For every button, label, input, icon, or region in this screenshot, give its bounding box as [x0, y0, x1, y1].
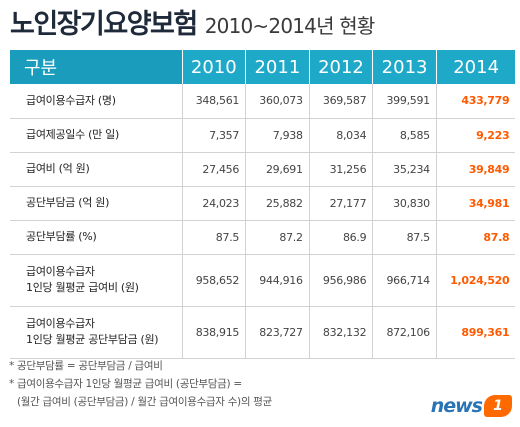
row-label: 급여이용수급자 1인당 월평균 공단부담금 (원) [10, 306, 183, 359]
row-label: 급여비 (억 원) [10, 152, 183, 187]
cell-value: 832,132 [309, 306, 374, 359]
cell-value: 35,234 [372, 152, 437, 187]
cell-value: 399,591 [372, 84, 437, 119]
table-row: 공단부담률 (%) 87.5 87.2 86.9 87.5 87.8 [10, 220, 516, 255]
cell-value: 966,714 [372, 254, 437, 307]
cell-value: 7,938 [245, 118, 310, 153]
cell-value: 87.5 [182, 220, 247, 255]
cell-value-highlight: 1,024,520 [436, 254, 516, 307]
cell-value: 27,177 [309, 186, 374, 221]
cell-value: 86.9 [309, 220, 374, 255]
header-year: 2010 [182, 50, 247, 84]
cell-value: 8,585 [372, 118, 437, 153]
row-label: 급여제공일수 (만 일) [10, 118, 183, 153]
cell-value-highlight: 433,779 [436, 84, 516, 119]
table-row: 공단부담금 (억 원) 24,023 25,882 27,177 30,830 … [10, 186, 516, 221]
footnotes: * 공단부담률 = 공단부담금 / 급여비 * 급여이용수급자 1인당 월평균 … [9, 357, 272, 411]
footnote: * 급여이용수급자 1인당 월평균 급여비 (공단부담금) = [9, 378, 242, 390]
table-row: 급여이용수급자 1인당 월평균 공단부담금 (원) 838,915 823,72… [10, 306, 516, 359]
cell-value: 27,456 [182, 152, 247, 187]
logo-badge: 1 [484, 395, 512, 417]
cell-value: 8,034 [309, 118, 374, 153]
cell-value: 29,691 [245, 152, 310, 187]
cell-value: 7,357 [182, 118, 247, 153]
header-year: 2014 [436, 50, 516, 84]
title-main: 노인장기요양보험 [10, 9, 198, 40]
table-row: 급여비 (억 원) 27,456 29,691 31,256 35,234 39… [10, 152, 516, 187]
title-sub: 2010~2014년 현황 [204, 14, 376, 38]
table-header-row: 구분 2010 2011 2012 2013 2014 [10, 50, 516, 84]
cell-value: 360,073 [245, 84, 310, 119]
cell-value: 872,106 [372, 306, 437, 359]
table-row: 급여제공일수 (만 일) 7,357 7,938 8,034 8,585 9,2… [10, 118, 516, 153]
statistics-table: 구분 2010 2011 2012 2013 2014 급여이용수급자 (명) … [10, 50, 516, 359]
cell-value: 30,830 [372, 186, 437, 221]
cell-value-highlight: 9,223 [436, 118, 516, 153]
row-label: 급여이용수급자 (명) [10, 84, 183, 119]
cell-value: 87.5 [372, 220, 437, 255]
page-title: 노인장기요양보험 2010~2014년 현황 [10, 2, 376, 46]
news1-logo: news 1 [431, 395, 512, 417]
table-row: 급여이용수급자 (명) 348,561 360,073 369,587 399,… [10, 84, 516, 119]
cell-value: 838,915 [182, 306, 247, 359]
cell-value: 958,652 [182, 254, 247, 307]
cell-value: 24,023 [182, 186, 247, 221]
footnote: (월간 급여비 (공단부담금) / 월간 급여이용수급자 수)의 평균 [17, 396, 272, 408]
header-year: 2012 [309, 50, 374, 84]
cell-value: 823,727 [245, 306, 310, 359]
footnote: * 공단부담률 = 공단부담금 / 급여비 [9, 360, 163, 372]
logo-text: news [430, 395, 483, 417]
cell-value: 956,986 [309, 254, 374, 307]
cell-value-highlight: 34,981 [436, 186, 516, 221]
header-year: 2011 [245, 50, 310, 84]
cell-value-highlight: 899,361 [436, 306, 516, 359]
row-label: 공단부담금 (억 원) [10, 186, 183, 221]
header-label: 구분 [10, 50, 183, 84]
cell-value: 87.2 [245, 220, 310, 255]
table-row: 급여이용수급자 1인당 월평균 급여비 (원) 958,652 944,916 … [10, 254, 516, 307]
cell-value: 348,561 [182, 84, 247, 119]
cell-value: 944,916 [245, 254, 310, 307]
row-label: 급여이용수급자 1인당 월평균 급여비 (원) [10, 254, 183, 307]
cell-value: 369,587 [309, 84, 374, 119]
cell-value: 31,256 [309, 152, 374, 187]
header-year: 2013 [372, 50, 437, 84]
cell-value: 25,882 [245, 186, 310, 221]
cell-value-highlight: 87.8 [436, 220, 516, 255]
cell-value-highlight: 39,849 [436, 152, 516, 187]
row-label: 공단부담률 (%) [10, 220, 183, 255]
